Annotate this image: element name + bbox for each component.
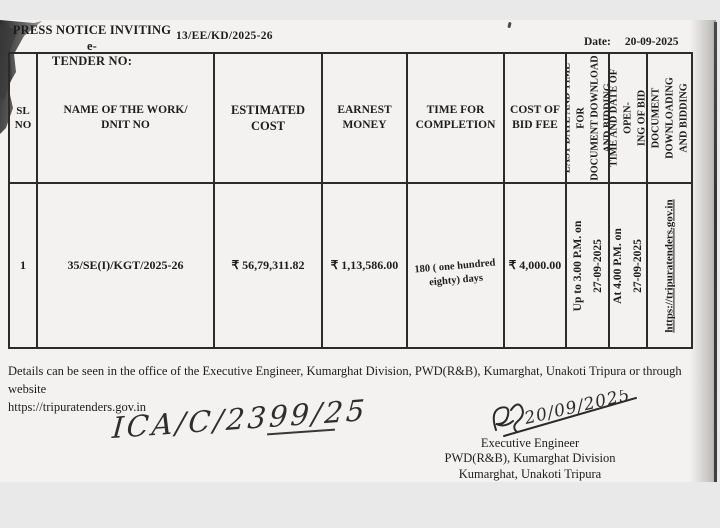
tender-website-url: https://tripuratenders.gov.in — [662, 198, 675, 333]
signatory-department: PWD(R&B), Kumarghat Division — [444, 451, 616, 466]
details-note: Details can be seen in the office of the… — [8, 364, 682, 415]
scan-edge-shadow — [690, 20, 716, 482]
cell-estimated-cost: ₹ 56,79,311.82 — [213, 182, 323, 349]
signature: 20/09/2025 — [492, 390, 637, 437]
cell-sl-no: 1 — [8, 182, 38, 349]
col-header-work-name: NAME OF THE WORK/ DNIT NO — [36, 52, 215, 184]
signature-date-text: 20/09/2025 — [522, 390, 633, 429]
col-header-sl-no: SL NO — [8, 52, 38, 184]
cell-document-download-url: https://tripuratenders.gov.in — [646, 182, 693, 349]
table-data-row: 1 35/SE(I)/KGT/2025-26 ₹ 56,79,311.82 ₹ … — [8, 182, 693, 349]
cell-time-for-completion: 180 ( one hundred eighty) days — [406, 182, 505, 349]
col-header-earnest-money: EARNEST MONEY — [321, 52, 408, 184]
cell-work-dnit-no: 35/SE(I)/KGT/2025-26 — [36, 182, 215, 349]
col-header-document-download-text: DOCUMENT DOWNLOADING AND BIDDING — [649, 77, 689, 159]
scan-edge-line — [714, 22, 717, 482]
cell-opening-time-text: At 4.00 P.M. on 27-09-2025 — [611, 227, 644, 304]
signature-scribble — [492, 397, 637, 437]
cell-time-for-completion-text: 180 ( one hundred eighty) days — [413, 257, 496, 289]
col-header-time-for-completion: TIME FOR COMPLETION — [406, 52, 505, 184]
col-header-opening-time: TIME AND DATE OF OPEN- ING OF BID — [608, 52, 648, 184]
signatory-block: Executive Engineer PWD(R&B), Kumarghat D… — [438, 436, 622, 482]
tender-number: 13/EE/KD/2025-26 — [176, 30, 273, 42]
col-header-last-date-bidding-text: LAST DATE AND TIME FOR DOCUMENT DOWNLOAD… — [566, 55, 609, 181]
col-header-cost-of-bid-fee: COST OF BID FEE — [503, 52, 567, 184]
signatory-designation: Executive Engineer — [480, 436, 580, 450]
date-value: 20-09-2025 — [624, 36, 679, 48]
cell-last-date-bidding: Up to 3.00 P.M. on 27-09-2025 — [565, 182, 610, 349]
cell-earnest-money: ₹ 1,13,586.00 — [321, 182, 408, 349]
col-header-opening-time-text: TIME AND DATE OF OPEN- ING OF BID — [609, 69, 647, 168]
cell-cost-of-bid-fee: ₹ 4,000.00 — [503, 182, 567, 349]
cell-opening-time: At 4.00 P.M. on 27-09-2025 — [608, 182, 648, 349]
col-header-last-date-bidding: LAST DATE AND TIME FOR DOCUMENT DOWNLOAD… — [565, 52, 610, 184]
tender-table: SL NO NAME OF THE WORK/ DNIT NO ESTIMATE… — [8, 52, 693, 349]
table-header-row: SL NO NAME OF THE WORK/ DNIT NO ESTIMATE… — [8, 52, 693, 184]
cell-last-date-bidding-text: Up to 3.00 P.M. on 27-09-2025 — [571, 220, 604, 311]
signatory-location: Kumarghat, Unakoti Tripura — [458, 466, 602, 481]
col-header-estimated-cost: ESTIMATED COST — [213, 52, 323, 184]
col-header-document-download: DOCUMENT DOWNLOADING AND BIDDING — [646, 52, 693, 184]
date-label: Date: — [584, 36, 611, 48]
date-line: Date: 20-09-2025 — [584, 36, 679, 48]
